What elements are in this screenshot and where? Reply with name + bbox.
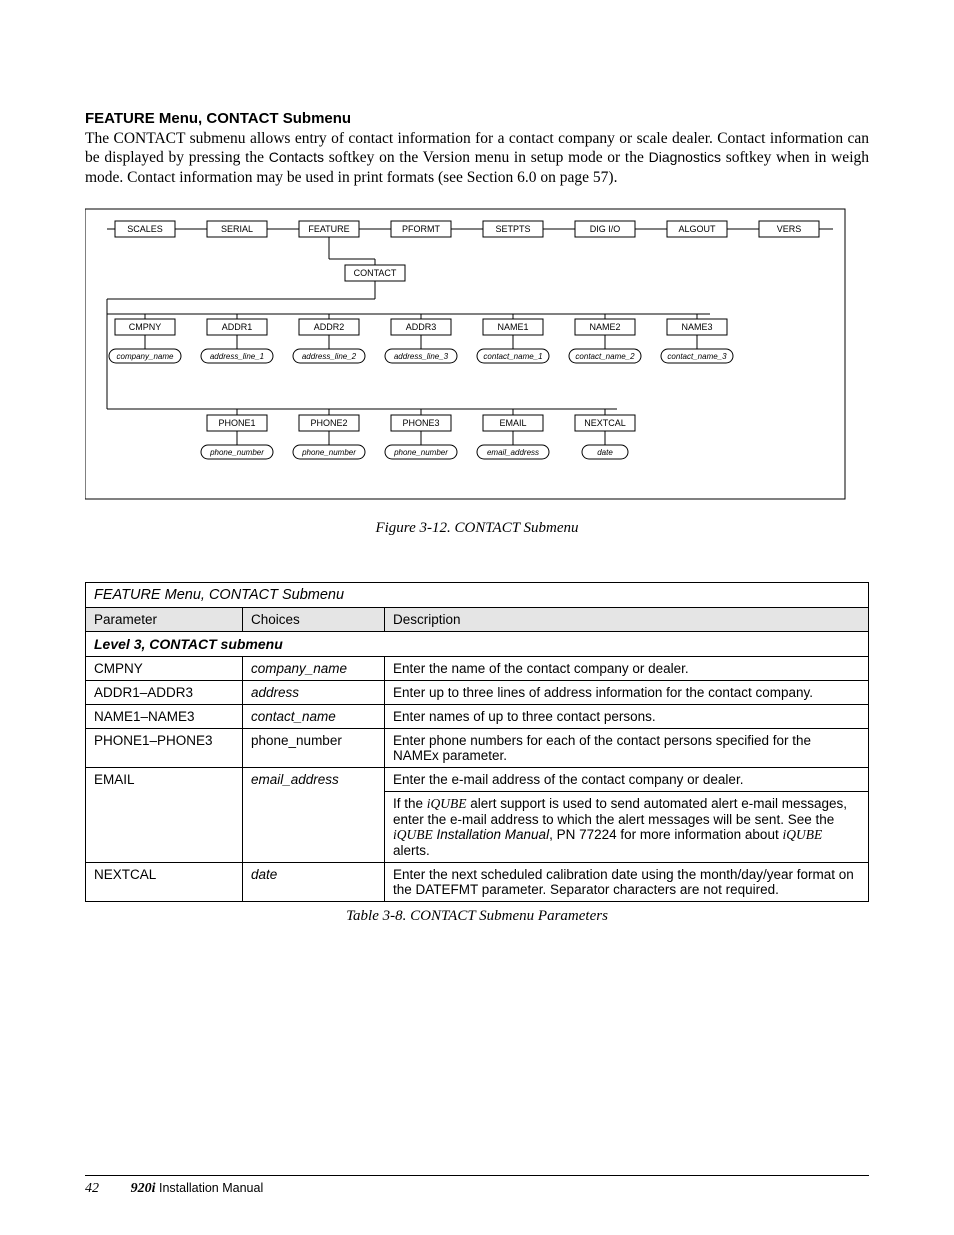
page-number: 42 [85,1181,99,1196]
choice-cell: phone_number [243,729,385,768]
pill-company-name: company_name [117,352,174,361]
table-title-row: FEATURE Menu, CONTACT Submenu [86,583,869,608]
contact-submenu-diagram: SCALES SERIAL FEATURE PFORMT SETPTS DIG … [85,199,865,509]
node-nextcal: NEXTCAL [584,418,626,428]
node-addr3: ADDR3 [406,322,437,332]
table-row: NAME1–NAME3 contact_name Enter names of … [86,705,869,729]
table-title: FEATURE Menu, CONTACT Submenu [86,583,869,608]
node-phone3: PHONE3 [402,418,439,428]
contacts-softkey-ref: Contacts [269,149,324,165]
model-name: 920i [131,1181,156,1196]
diagram-wrap: SCALES SERIAL FEATURE PFORMT SETPTS DIG … [85,199,869,537]
page-footer: 42 920i Installation Manual [85,1175,869,1197]
table-row: ADDR1–ADDR3 address Enter up to three li… [86,681,869,705]
pill-address-3: address_line_3 [394,352,449,361]
pill-date: date [597,448,613,457]
iqube-ref: iQUBE [427,796,467,811]
choice-cell: company_name [243,657,385,681]
table-row: PHONE1–PHONE3 phone_number Enter phone n… [86,729,869,768]
node-addr2: ADDR2 [314,322,345,332]
desc-cell: Enter phone numbers for each of the cont… [385,729,869,768]
level-label: Level 3, CONTACT submenu [86,632,869,657]
param-cell: NEXTCAL [86,863,243,902]
col-parameter: Parameter [86,608,243,632]
figure-caption: Figure 3-12. CONTACT Submenu [85,520,869,537]
choice-cell: email_address [243,768,385,863]
node-digio: DIG I/O [590,224,621,234]
section-heading: FEATURE Menu, CONTACT Submenu [85,110,869,127]
pill-address-1: address_line_1 [210,352,264,361]
node-name1: NAME1 [497,322,528,332]
col-choices: Choices [243,608,385,632]
pill-contact-3: contact_name_3 [667,352,727,361]
email-desc-2f: , PN 77224 for more information about [549,827,782,842]
manual-title: Installation Manual [156,1181,264,1195]
node-algout: ALGOUT [678,224,716,234]
pill-phone-3: phone_number [393,448,448,457]
param-cell: ADDR1–ADDR3 [86,681,243,705]
contact-params-table: FEATURE Menu, CONTACT Submenu Parameter … [85,582,869,902]
table-caption: Table 3-8. CONTACT Submenu Parameters [85,908,869,925]
param-cell: EMAIL [86,768,243,863]
desc-cell: Enter names of up to three contact perso… [385,705,869,729]
node-phone2: PHONE2 [310,418,347,428]
param-cell: PHONE1–PHONE3 [86,729,243,768]
iqube-ref: iQUBE [393,827,433,842]
pill-phone-2: phone_number [301,448,356,457]
param-cell: CMPNY [86,657,243,681]
node-feature: FEATURE [308,224,349,234]
table-header-row: Parameter Choices Description [86,608,869,632]
table-row: CMPNY company_name Enter the name of the… [86,657,869,681]
param-cell: NAME1–NAME3 [86,705,243,729]
body-part-2: softkey on the Version menu in setup mod… [324,149,649,166]
table-row: NEXTCAL date Enter the next scheduled ca… [86,863,869,902]
choice-cell: address [243,681,385,705]
desc-cell: Enter the next scheduled calibration dat… [385,863,869,902]
pill-address-2: address_line_2 [302,352,357,361]
iqube-ref: iQUBE [782,827,822,842]
pill-email: email_address [487,448,539,457]
email-desc-2a: If the [393,796,427,811]
node-email: EMAIL [499,418,526,428]
col-description: Description [385,608,869,632]
node-contact: CONTACT [354,268,397,278]
node-scales: SCALES [127,224,163,234]
node-setpts: SETPTS [495,224,530,234]
desc-cell: Enter up to three lines of address infor… [385,681,869,705]
choice-cell: contact_name [243,705,385,729]
section-body: The CONTACT submenu allows entry of cont… [85,129,869,187]
pill-contact-1: contact_name_1 [483,352,542,361]
node-vers: VERS [777,224,802,234]
node-name3: NAME3 [681,322,712,332]
desc-cell: If the iQUBE alert support is used to se… [385,792,869,863]
pill-phone-1: phone_number [209,448,264,457]
node-cmpny: CMPNY [129,322,162,332]
install-manual-ref: Installation Manual [433,827,549,842]
email-desc-2h: alerts. [393,843,430,858]
diagnostics-softkey-ref: Diagnostics [649,149,721,165]
desc-cell: Enter the e-mail address of the contact … [385,768,869,792]
table-level-row: Level 3, CONTACT submenu [86,632,869,657]
node-pformt: PFORMT [402,224,440,234]
pill-contact-2: contact_name_2 [575,352,635,361]
choice-cell: date [243,863,385,902]
desc-cell: Enter the name of the contact company or… [385,657,869,681]
table-wrap: FEATURE Menu, CONTACT Submenu Parameter … [85,582,869,925]
page: FEATURE Menu, CONTACT Submenu The CONTAC… [0,0,954,1235]
table-row: EMAIL email_address Enter the e-mail add… [86,768,869,792]
node-phone1: PHONE1 [218,418,255,428]
node-addr1: ADDR1 [222,322,253,332]
node-serial: SERIAL [221,224,253,234]
node-name2: NAME2 [589,322,620,332]
